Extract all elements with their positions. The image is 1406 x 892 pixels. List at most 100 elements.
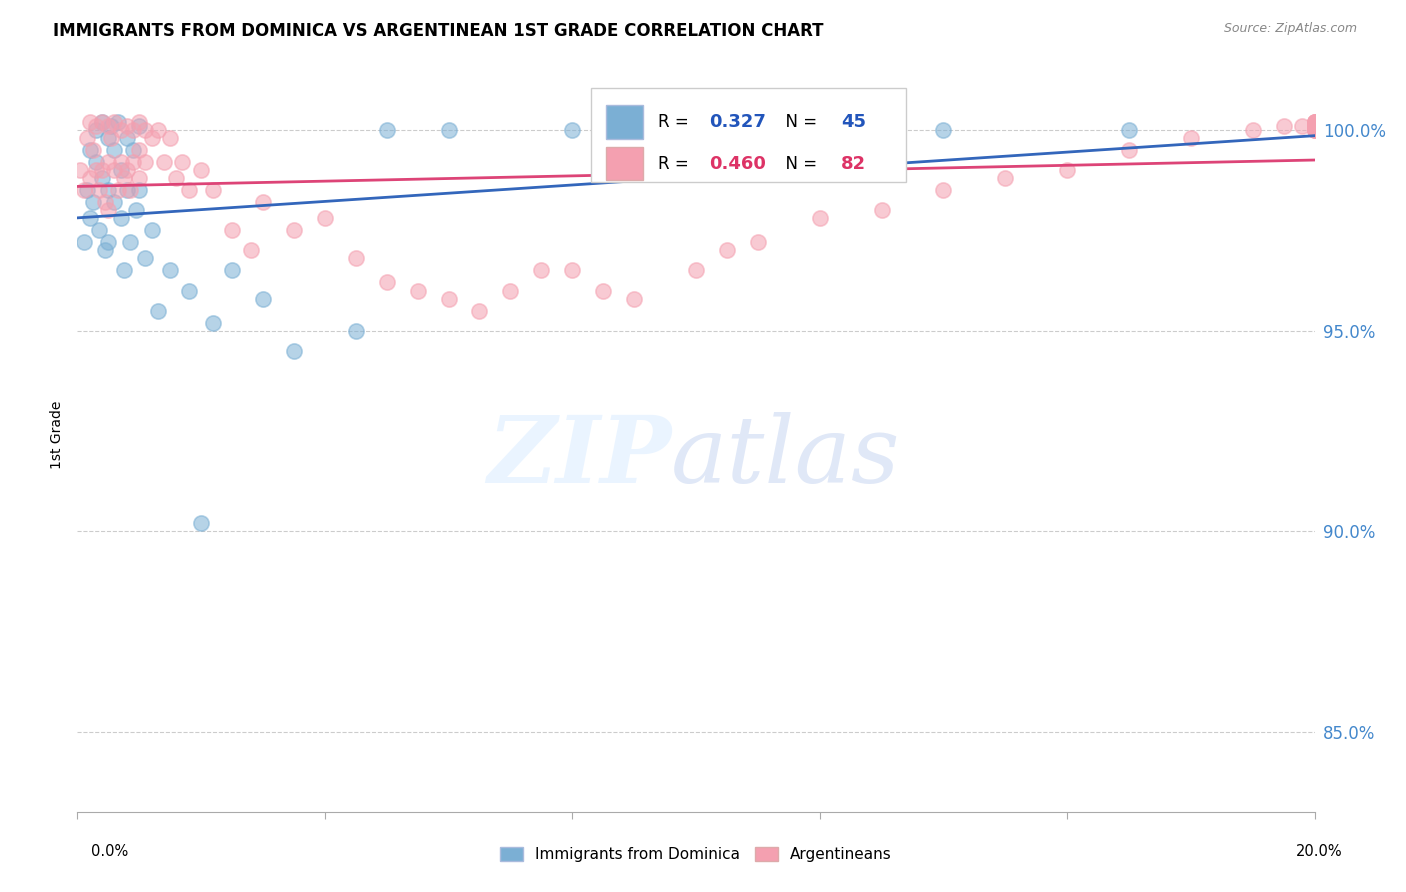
Point	[344, 252, 367, 266]
Point	[1303, 115, 1326, 129]
Point	[375, 123, 398, 137]
Point	[91, 171, 114, 186]
Point	[97, 131, 120, 145]
Text: 0.460: 0.460	[710, 154, 766, 172]
Point	[79, 143, 101, 157]
Point	[1303, 123, 1326, 137]
Point	[344, 324, 367, 338]
Text: 82: 82	[841, 154, 866, 172]
Text: ZIP: ZIP	[486, 412, 671, 502]
Point	[1303, 119, 1326, 133]
Point	[115, 131, 138, 145]
Point	[115, 163, 138, 178]
Point	[592, 284, 614, 298]
Point	[1303, 115, 1326, 129]
Point	[110, 211, 132, 226]
Point	[91, 115, 114, 129]
Point	[97, 203, 120, 218]
Text: R =: R =	[658, 154, 693, 172]
Point	[97, 183, 120, 197]
Point	[716, 244, 738, 258]
Point	[1118, 143, 1140, 157]
Point	[146, 303, 169, 318]
Point	[79, 211, 101, 226]
Point	[932, 183, 955, 197]
Point	[82, 143, 104, 157]
Point	[112, 171, 135, 186]
Point	[221, 263, 243, 277]
Point	[153, 155, 176, 169]
Point	[122, 143, 145, 157]
Point	[561, 123, 583, 137]
Point	[69, 163, 91, 178]
Point	[165, 171, 187, 186]
Point	[100, 119, 122, 133]
Point	[128, 119, 150, 133]
Text: 0.0%: 0.0%	[91, 845, 128, 859]
Point	[172, 155, 194, 169]
Point	[1241, 123, 1264, 137]
Text: 20.0%: 20.0%	[1296, 845, 1343, 859]
Point	[406, 284, 429, 298]
Point	[146, 123, 169, 137]
Point	[159, 131, 181, 145]
Y-axis label: 1st Grade: 1st Grade	[51, 401, 65, 469]
Point	[221, 223, 243, 237]
Text: Source: ZipAtlas.com: Source: ZipAtlas.com	[1223, 22, 1357, 36]
Point	[1303, 123, 1326, 137]
Point	[1303, 115, 1326, 129]
Point	[107, 115, 129, 129]
Point	[103, 143, 125, 157]
Point	[84, 123, 107, 137]
Point	[283, 223, 305, 237]
Point	[84, 163, 107, 178]
Point	[499, 284, 522, 298]
Legend: Immigrants from Dominica, Argentineans: Immigrants from Dominica, Argentineans	[494, 841, 898, 868]
Point	[115, 119, 138, 133]
Point	[122, 155, 145, 169]
Point	[134, 123, 156, 137]
Point	[190, 163, 212, 178]
Point	[84, 119, 107, 133]
Point	[87, 223, 110, 237]
Point	[177, 284, 200, 298]
Point	[468, 303, 491, 318]
Point	[91, 163, 114, 178]
Point	[97, 235, 120, 250]
Point	[100, 131, 122, 145]
Text: IMMIGRANTS FROM DOMINICA VS ARGENTINEAN 1ST GRADE CORRELATION CHART: IMMIGRANTS FROM DOMINICA VS ARGENTINEAN …	[53, 22, 824, 40]
Point	[747, 235, 769, 250]
Point	[112, 263, 135, 277]
Point	[79, 115, 101, 129]
Point	[623, 292, 645, 306]
Text: N =: N =	[775, 154, 823, 172]
Text: 45: 45	[841, 113, 866, 131]
Point	[97, 155, 120, 169]
Point	[685, 123, 707, 137]
Point	[159, 263, 181, 277]
Point	[1303, 115, 1326, 129]
Point	[94, 244, 117, 258]
Point	[110, 155, 132, 169]
Point	[107, 183, 129, 197]
Point	[1272, 119, 1295, 133]
Point	[437, 292, 460, 306]
Point	[239, 244, 262, 258]
Point	[1303, 123, 1326, 137]
Point	[76, 131, 98, 145]
Point	[128, 143, 150, 157]
Point	[1303, 115, 1326, 129]
Point	[79, 171, 101, 186]
Text: 0.327: 0.327	[710, 113, 766, 131]
Point	[375, 276, 398, 290]
Point	[1303, 119, 1326, 133]
Point	[561, 263, 583, 277]
Point	[932, 123, 955, 137]
Point	[128, 171, 150, 186]
Point	[134, 155, 156, 169]
Point	[252, 195, 274, 210]
Point	[808, 211, 831, 226]
Point	[72, 235, 94, 250]
Point	[994, 171, 1017, 186]
Point	[76, 183, 98, 197]
